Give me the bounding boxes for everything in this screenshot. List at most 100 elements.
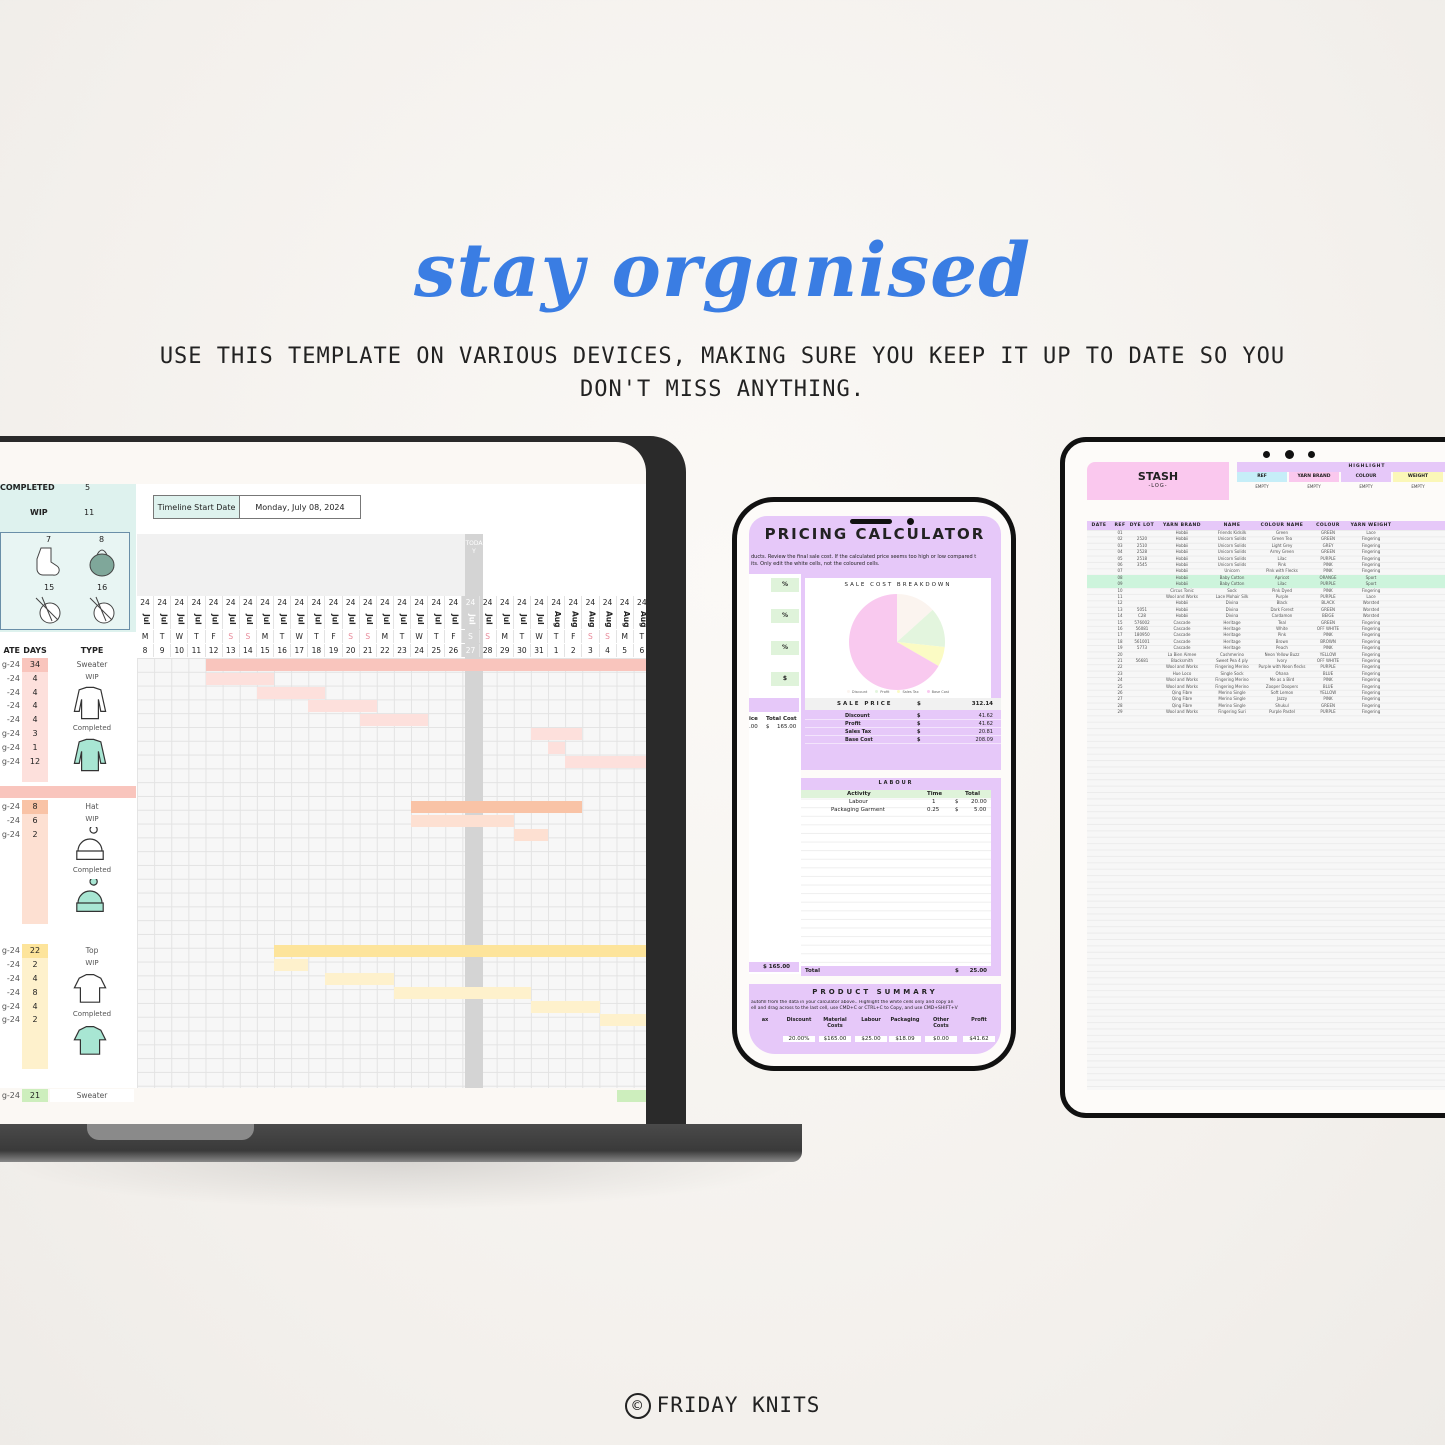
percent-input[interactable]: %: [771, 578, 799, 592]
cost-section-header: [749, 698, 799, 712]
column-header[interactable]: NAME: [1223, 523, 1241, 528]
days-cell: 1: [22, 740, 48, 755]
column-header[interactable]: DYE LOT: [1129, 523, 1155, 528]
table-cell: Pink Dyed: [1271, 587, 1292, 593]
table-cell: Unicorn: [1224, 568, 1240, 574]
day-cell: 2: [565, 644, 583, 657]
table-cell: 07: [1117, 568, 1123, 574]
breakdown-currency: $: [917, 721, 921, 727]
table-cell: 21: [1117, 658, 1123, 663]
table-cell: White: [1276, 626, 1288, 631]
highlight-value[interactable]: EMPTY: [1359, 484, 1373, 489]
column-header[interactable]: REF: [1114, 523, 1126, 528]
table-cell: Fingering: [1361, 677, 1381, 683]
beanie-icon: [76, 879, 104, 913]
year-cell: 24: [582, 596, 600, 609]
legend-swatch: [846, 690, 850, 693]
cost-total-currency: $: [763, 964, 767, 970]
day-cell: 21: [360, 644, 377, 657]
stash-table-body: 01 Hobbii Friends Kidsilk Green GREEN Lace 02 2…: [1087, 530, 1445, 1090]
table-cell: 2528: [1136, 549, 1148, 555]
labour-col-header: Activity: [847, 791, 871, 797]
column-header[interactable]: COLOUR: [1316, 523, 1340, 528]
table-cell: Worsted: [1362, 600, 1380, 606]
percent-input[interactable]: %: [771, 609, 799, 623]
table-cell: Wool and Works: [1165, 709, 1198, 715]
table-row: 22 Wool and Works Fingering Merino Purple w…: [1087, 664, 1445, 670]
cost-total-value: 165.00: [768, 964, 790, 970]
table-cell: Black: [1276, 600, 1288, 606]
brand-footer: © FRIDAY KNITS: [0, 1393, 1445, 1419]
month-cell: Jul: [154, 609, 172, 629]
table-cell: 26: [1117, 690, 1123, 695]
summary-value: 20.00%: [783, 1036, 815, 1042]
column-header[interactable]: YARN BRAND: [1163, 523, 1201, 528]
labour-cell: 20.00: [971, 799, 987, 805]
table-cell: 561001: [1134, 638, 1150, 644]
table-row: -24 4: [0, 713, 136, 727]
month-cell: Jul: [531, 609, 549, 629]
gantt-bar: [599, 1014, 646, 1027]
labour-title: LABOUR: [878, 780, 914, 786]
table-row: 15 576002 Cascade Heritage Teal GREEN Fingerin…: [1087, 620, 1445, 626]
month-cell: Aug: [634, 609, 646, 629]
weekday-cell: F: [325, 630, 343, 643]
year-cell: 24: [445, 596, 463, 609]
highlight-value[interactable]: EMPTY: [1255, 484, 1269, 489]
table-cell: Hobbii: [1175, 606, 1189, 612]
highlight-filter[interactable]: WEIGHT: [1393, 472, 1443, 482]
table-cell: Me as a Bird: [1269, 677, 1295, 683]
day-cell: 20: [343, 644, 360, 657]
breakdown-value: 208.09: [975, 737, 994, 743]
highlight-filter[interactable]: YARN BRAND: [1289, 472, 1339, 482]
table-cell: Unicorn Solids: [1217, 549, 1247, 555]
table-cell: 28: [1117, 702, 1123, 708]
table-row: -24 4: [0, 685, 136, 700]
table-cell: 12: [1117, 600, 1123, 606]
highlight-filter[interactable]: COLOUR: [1341, 472, 1391, 482]
table-cell: 576002: [1134, 619, 1150, 625]
top-icon: [73, 1026, 107, 1056]
table-row: 18 561001 Cascade Heritage Brown BROWN Fingeri…: [1087, 639, 1445, 645]
table-cell: Cascade: [1173, 619, 1191, 625]
end-date-cell: -24: [6, 673, 20, 683]
weekday-cell: T: [428, 630, 446, 643]
table-cell: Hobbii: [1175, 530, 1189, 535]
table-cell: Brown: [1275, 638, 1289, 644]
summary-col-header: Labour: [861, 1017, 881, 1023]
day-cell: 24: [411, 644, 429, 657]
highlight-value[interactable]: EMPTY: [1411, 484, 1425, 489]
summary-panel: COMPLETED 5 WIP 11 7 8 15 16: [0, 483, 136, 632]
day-cell: 30: [514, 644, 531, 657]
year-cell: 24: [274, 596, 292, 609]
table-cell: Wool and Works: [1165, 664, 1198, 670]
legend-label: Base Cost: [931, 690, 950, 694]
table-row: 03 2510 Hobbii Unicorn Solids Light Grey GREY…: [1087, 543, 1445, 549]
legend-swatch: [897, 690, 901, 693]
table-cell: Ohana: [1275, 670, 1289, 676]
cost-cell: $: [766, 724, 770, 730]
day-cell: 29: [497, 644, 514, 657]
column-header[interactable]: DATE: [1091, 523, 1107, 528]
table-cell: Sock: [1227, 587, 1237, 593]
icon-number: 8: [99, 535, 105, 544]
column-header[interactable]: COLOUR NAME: [1260, 523, 1304, 528]
days-cell: 2: [22, 827, 48, 842]
highlight-filter[interactable]: REF: [1237, 472, 1287, 482]
column-header[interactable]: YARN WEIGHT: [1350, 523, 1392, 528]
table-cell: GREEN: [1321, 702, 1335, 708]
summary-value: $165.00: [819, 1036, 851, 1042]
table-row: g-24 8: [0, 800, 136, 814]
table-row: -24 8: [0, 985, 136, 1000]
highlight-value[interactable]: EMPTY: [1307, 484, 1321, 489]
description-line: ell and drag across to the last cell, us…: [751, 1006, 958, 1011]
timeline-start-input[interactable]: Monday, July 08, 2024: [255, 502, 345, 512]
percent-input[interactable]: %: [771, 641, 799, 655]
table-cell: Pink: [1277, 632, 1287, 638]
table-cell: Dark Forest: [1270, 606, 1294, 612]
day-cell: 18: [308, 644, 326, 657]
currency-input[interactable]: $: [771, 672, 799, 686]
labour-total-row: Total $ 25.00: [801, 966, 991, 976]
table-cell: Cashmerino: [1220, 651, 1244, 657]
days-cell-empty: [22, 883, 48, 897]
